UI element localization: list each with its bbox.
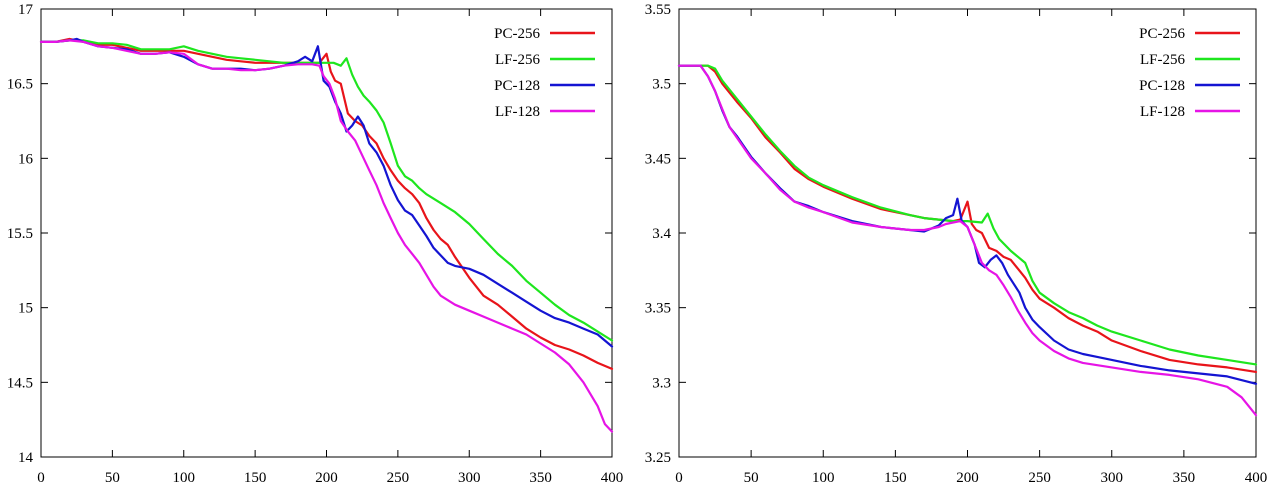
y-tick-label: 14.5 bbox=[7, 375, 33, 391]
right-chart-panel: 0 50 100 150 200 250 300 350 400 3.25 3.3 3.35 3.4 3.… bbox=[645, 2, 1268, 486]
x-tick-label: 100 bbox=[812, 470, 835, 486]
legend-label: LF-256 bbox=[1140, 52, 1186, 68]
legend-label: PC-128 bbox=[494, 78, 540, 94]
plot-frame bbox=[678, 8, 1257, 458]
x-tick-label: 100 bbox=[173, 470, 196, 486]
y-tick-label: 15.5 bbox=[7, 226, 33, 242]
y-tick-label: 3.5 bbox=[652, 77, 671, 93]
plot-frame bbox=[40, 8, 613, 458]
y-tick-label: 14 bbox=[18, 450, 34, 466]
x-tick-label: 50 bbox=[744, 470, 759, 486]
y-tick-label: 17 bbox=[18, 2, 34, 18]
legend-label: LF-128 bbox=[495, 104, 540, 120]
x-tick-label: 250 bbox=[1028, 470, 1051, 486]
y-tick-label: 15 bbox=[18, 301, 33, 317]
legend-label: PC-128 bbox=[1139, 78, 1185, 94]
legend-label: PC-256 bbox=[494, 26, 540, 42]
x-tick-label: 0 bbox=[675, 470, 683, 486]
x-tick-label: 350 bbox=[1173, 470, 1196, 486]
series-line-pc-256 bbox=[39, 37, 614, 370]
x-tick-label: 200 bbox=[956, 470, 979, 486]
y-tick-label: 16.5 bbox=[7, 77, 33, 93]
series-line-lf-128 bbox=[677, 64, 1258, 417]
x-tick-label: 150 bbox=[884, 470, 907, 486]
x-tick-label: 150 bbox=[244, 470, 267, 486]
y-tick-label: 3.3 bbox=[652, 375, 671, 391]
y-tick-label: 3.35 bbox=[645, 301, 671, 317]
series-line-lf-256 bbox=[39, 39, 614, 342]
x-tick-label: 400 bbox=[1245, 470, 1268, 486]
y-tick-label: 3.45 bbox=[645, 151, 671, 167]
series-line-pc-256 bbox=[677, 64, 1258, 373]
x-tick-label: 200 bbox=[315, 470, 338, 486]
x-tick-label: 400 bbox=[601, 470, 624, 486]
y-tick-label: 3.55 bbox=[645, 2, 671, 18]
y-tick-label: 3.25 bbox=[645, 450, 671, 466]
x-tick-label: 300 bbox=[1101, 470, 1124, 486]
series-line-lf-256 bbox=[677, 64, 1258, 366]
series-line-lf-128 bbox=[39, 39, 614, 433]
x-tick-label: 0 bbox=[37, 470, 45, 486]
x-tick-label: 50 bbox=[105, 470, 120, 486]
y-tick-label: 16 bbox=[18, 151, 34, 167]
legend-label: PC-256 bbox=[1139, 26, 1185, 42]
legend-label: LF-128 bbox=[1140, 104, 1185, 120]
legend-label: LF-256 bbox=[495, 52, 541, 68]
left-chart-panel: 0 50 100 150 200 250 300 350 400 14 14.5 15 15.5 16 16… bbox=[7, 2, 624, 486]
y-tick-label: 3.4 bbox=[652, 226, 671, 242]
x-tick-label: 300 bbox=[458, 470, 481, 486]
x-tick-label: 250 bbox=[387, 470, 410, 486]
x-tick-label: 350 bbox=[529, 470, 552, 486]
